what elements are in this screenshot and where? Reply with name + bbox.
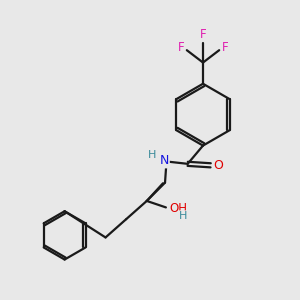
Text: H: H	[179, 211, 187, 221]
Text: O: O	[213, 159, 223, 172]
Text: H: H	[148, 150, 157, 160]
Text: N: N	[159, 154, 169, 167]
Text: F: F	[222, 41, 228, 54]
Text: OH: OH	[169, 202, 188, 215]
Text: F: F	[200, 28, 206, 41]
Text: F: F	[178, 41, 184, 54]
